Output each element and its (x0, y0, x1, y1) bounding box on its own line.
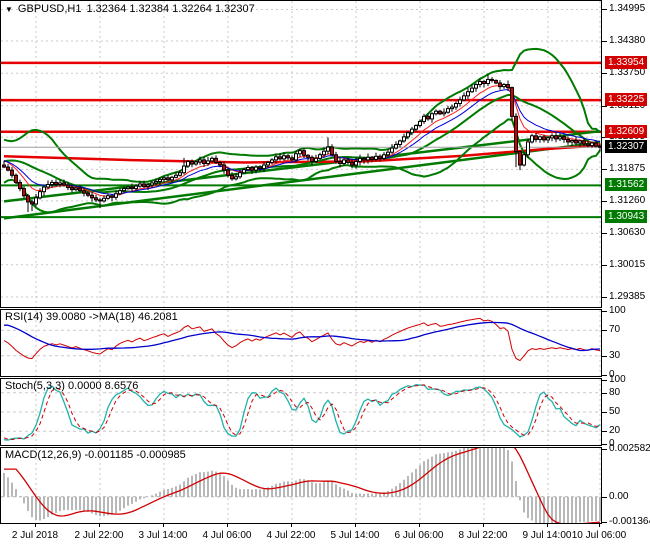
time-axis-label: 8 Jul 22:00 (458, 530, 508, 541)
stoch-axis-label: 20 (609, 425, 621, 437)
time-axis-label: 9 Jul 14:00 (522, 530, 572, 541)
time-axis-label: 2 Jul 22:00 (74, 530, 124, 541)
macd-label: MACD(12,26,9) -0.001185 -0.000985 (5, 449, 186, 461)
axis-tick-mark (602, 73, 607, 75)
macd-indicator-panel: MACD(12,26,9) -0.001185 -0.000985 (0, 447, 602, 524)
chart-ohlc-quotes: 1.32364 1.32384 1.32264 1.32307 (86, 3, 255, 15)
stoch-axis-label: 50 (609, 406, 621, 417)
macd-chart-area[interactable] (1, 448, 601, 523)
time-tick-mark (355, 524, 356, 527)
chart-symbol-title: GBPUSD,H1 (17, 3, 82, 15)
support-price-badge: 1.30943 (605, 210, 648, 224)
resistance-price-badge: 1.33225 (605, 93, 648, 107)
stochastic-indicator-panel: Stoch(5,3,3) 0.0000 8.6576 (0, 378, 602, 446)
time-tick-mark (291, 524, 292, 527)
stoch-axis-label: 0 (609, 438, 615, 449)
time-tick-mark (227, 524, 228, 527)
macd-axis-label: -0.001364 (609, 516, 650, 527)
price-axis-label: 1.34380 (609, 34, 646, 46)
stoch-axis-label: 80 (609, 386, 621, 398)
rsi-axis-label: 0 (609, 369, 615, 380)
axis-tick-mark (602, 412, 607, 413)
axis-tick-mark (602, 105, 607, 107)
axis-tick-mark (602, 449, 607, 450)
macd-axis-label: 0.00 (609, 490, 629, 502)
time-axis[interactable]: 2 Jul 2018 2 Jul 22:00 3 Jul 14:00 4 Jul 06… (0, 524, 650, 550)
axis-tick-mark (602, 200, 607, 202)
price-axis-label: 1.30015 (609, 258, 646, 270)
resistance-price-badge: 1.32609 (605, 124, 648, 138)
time-axis-label: 2 Jul 2018 (11, 530, 59, 541)
time-axis-label: 3 Jul 14:00 (138, 530, 188, 541)
main-chart-panel: ▼ GBPUSD,H1 1.32364 1.32384 1.32264 1.32… (0, 0, 602, 308)
time-axis-label: 5 Jul 14:00 (330, 530, 380, 541)
axis-tick-mark (602, 297, 607, 298)
time-tick-mark (599, 524, 600, 527)
time-tick-mark (547, 524, 548, 527)
rsi-axis-label: 30 (609, 349, 621, 361)
current-price-badge: 1.32307 (605, 140, 648, 154)
rsi-chart-area[interactable] (1, 310, 601, 376)
rsi-axis-label: 70 (609, 324, 621, 336)
time-axis-label: 4 Jul 22:00 (266, 530, 316, 541)
axis-tick-mark (602, 311, 607, 312)
resistance-price-badge: 1.33954 (605, 55, 648, 69)
price-axis[interactable]: 1.349951.343801.337501.331201.325051.318… (602, 0, 650, 550)
symbol-dropdown-icon[interactable]: ▼ (5, 4, 13, 14)
time-tick-mark (99, 524, 100, 527)
axis-tick-mark (602, 496, 607, 498)
axis-tick-mark (602, 233, 607, 235)
time-tick-mark (483, 524, 484, 527)
stoch-axis-label: 100 (609, 374, 626, 385)
time-axis-label: 10 Jul 06:00 (571, 530, 627, 541)
support-price-badge: 1.31562 (605, 178, 648, 192)
price-axis-label: 1.31875 (609, 163, 646, 175)
price-axis-label: 1.31260 (609, 194, 646, 206)
axis-tick-mark (602, 392, 607, 394)
price-axis-label: 1.34995 (609, 3, 646, 15)
rsi-indicator-panel: RSI(14) 39.0080 ->MA(18) 46.2081 (0, 309, 602, 377)
time-axis-label: 4 Jul 06:00 (202, 530, 252, 541)
chart-header: ▼ GBPUSD,H1 1.32364 1.32384 1.32264 1.32… (5, 3, 255, 15)
axis-tick-mark (602, 40, 607, 42)
time-axis-label: 6 Jul 06:00 (394, 530, 444, 541)
axis-tick-mark (602, 137, 607, 139)
axis-tick-mark (602, 169, 607, 171)
price-axis-label: 1.29385 (609, 291, 646, 302)
axis-tick-mark (602, 330, 607, 332)
axis-tick-mark (602, 355, 607, 357)
time-tick-mark (35, 524, 36, 527)
axis-tick-mark (602, 444, 607, 445)
stochastic-label: Stoch(5,3,3) 0.0000 8.6576 (5, 380, 139, 392)
price-axis-label: 1.33750 (609, 67, 646, 79)
axis-tick-mark (602, 431, 607, 433)
candlestick-chart-area[interactable] (1, 1, 601, 307)
axis-tick-mark (602, 375, 607, 376)
time-tick-mark (419, 524, 420, 527)
rsi-label: RSI(14) 39.0080 ->MA(18) 46.2081 (5, 311, 178, 323)
axis-tick-mark (602, 380, 607, 381)
rsi-axis-label: 100 (609, 305, 626, 316)
axis-tick-mark (602, 522, 607, 523)
price-axis-label: 1.30630 (609, 227, 646, 239)
axis-tick-mark (602, 264, 607, 266)
macd-axis-label: 0.002582 (609, 443, 650, 454)
axis-tick-mark (602, 9, 607, 11)
stochastic-chart-area[interactable] (1, 379, 601, 445)
time-tick-mark (163, 524, 164, 527)
